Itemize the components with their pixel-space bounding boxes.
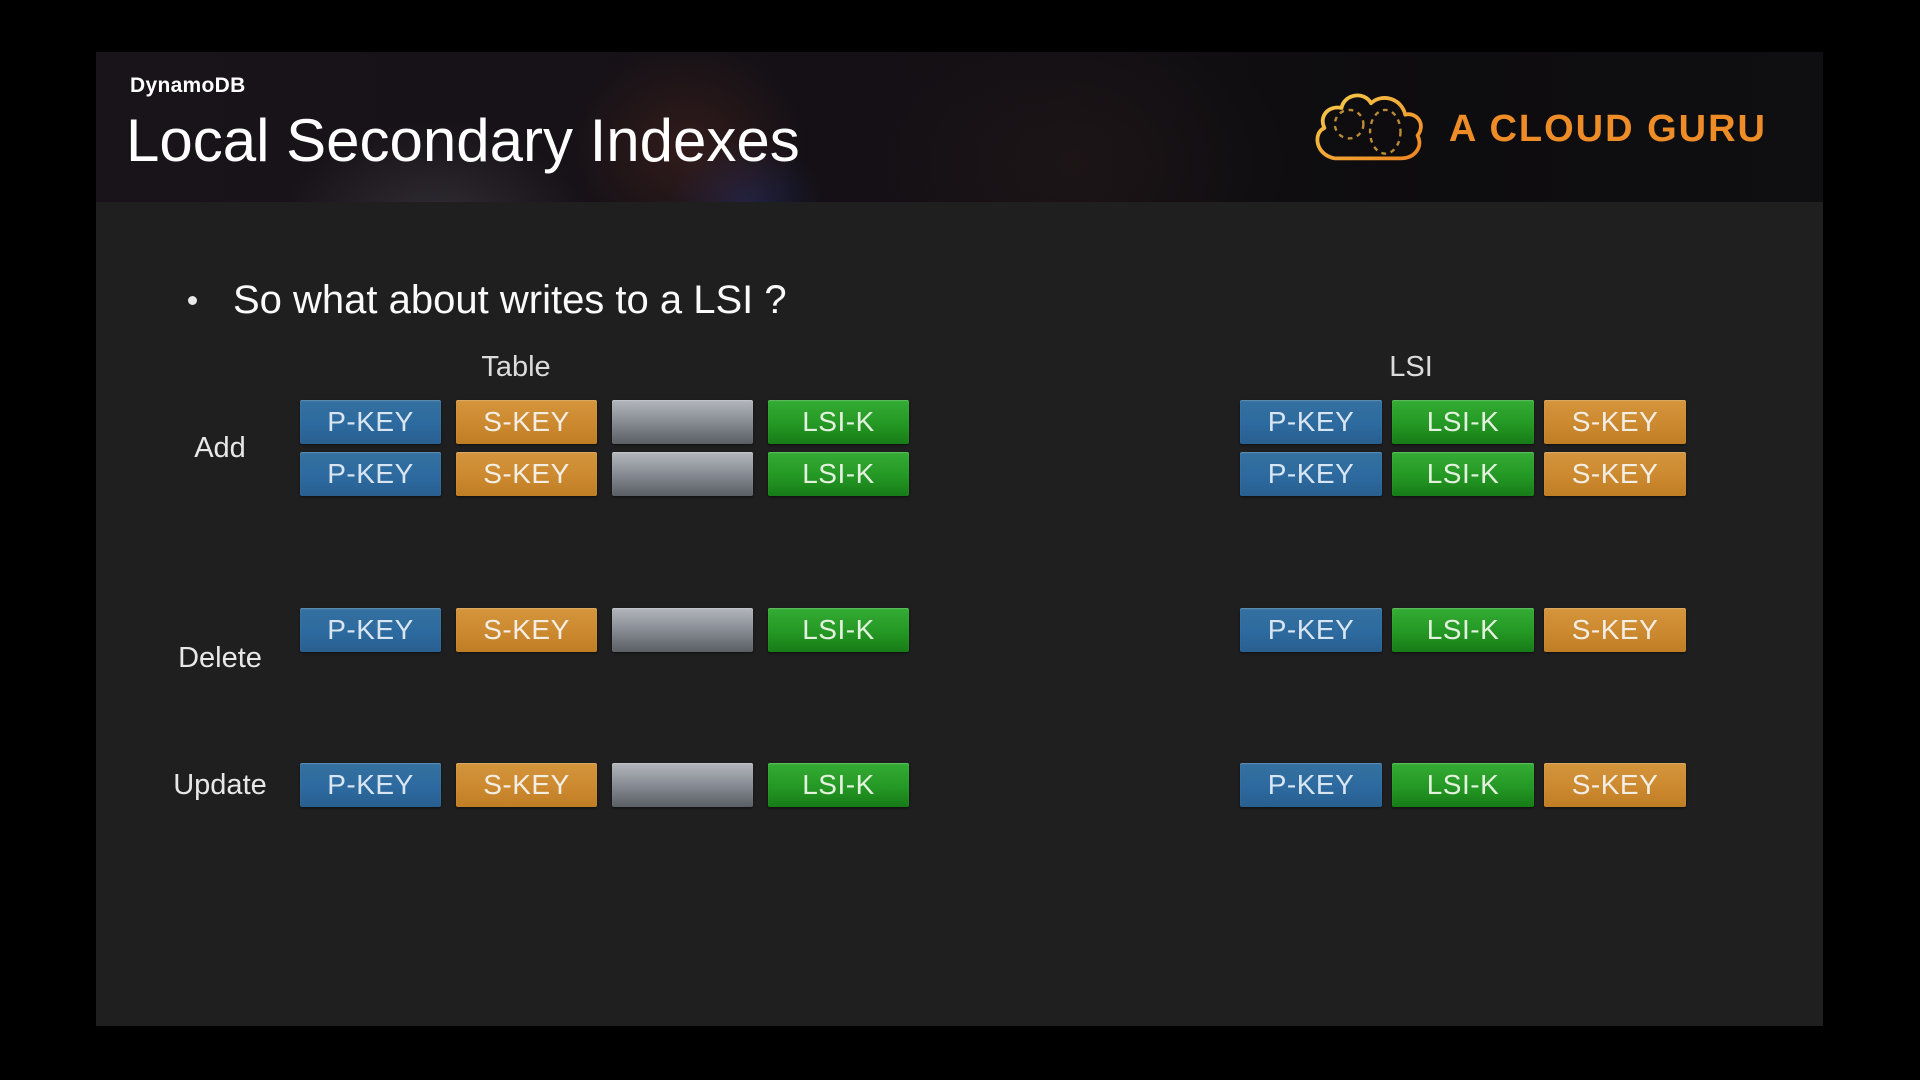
lsi-k-block: LSI-K [768,763,909,807]
attribute-row: P-KEY S-KEY LSI-K [300,608,909,652]
attribute-row: P-KEY LSI-K S-KEY [1240,763,1686,807]
p-key-block: P-KEY [300,763,441,807]
slide-title: Local Secondary Indexes [126,107,800,174]
add-lsi-blocks: P-KEY LSI-K S-KEY P-KEY LSI-K S-KEY [1240,400,1686,496]
p-key-block: P-KEY [1240,452,1382,496]
update-table-blocks: P-KEY S-KEY LSI-K [300,763,909,807]
table-group-header: Table [481,351,551,383]
s-key-block: S-KEY [456,452,597,496]
attribute-row: P-KEY S-KEY LSI-K [300,452,909,496]
add-table-blocks: P-KEY S-KEY LSI-K P-KEY S-KEY LSI-K [300,400,909,496]
cloud-icon [1309,88,1433,171]
lsi-k-block: LSI-K [1392,763,1534,807]
op-label-delete: Delete [178,642,262,674]
attribute-row: P-KEY S-KEY LSI-K [300,763,909,807]
p-key-block: P-KEY [1240,608,1382,652]
op-label-update: Update [173,769,267,801]
projected-attribute-block [612,400,753,444]
s-key-block: S-KEY [1544,452,1686,496]
lsi-group-header: LSI [1389,351,1433,383]
attribute-row: P-KEY LSI-K S-KEY [1240,452,1686,496]
lsi-k-block: LSI-K [1392,608,1534,652]
attribute-row: P-KEY LSI-K S-KEY [1240,400,1686,444]
delete-lsi-blocks: P-KEY LSI-K S-KEY [1240,608,1686,652]
acloudguru-logo: A CLOUD GURU [1309,86,1767,172]
op-label-add: Add [194,432,246,464]
course-name: DynamoDB [130,74,246,97]
attribute-row: P-KEY S-KEY LSI-K [300,400,909,444]
projected-attribute-block [612,608,753,652]
bullet-text: So what about writes to a LSI ? [233,278,787,322]
s-key-block: S-KEY [1544,608,1686,652]
p-key-block: P-KEY [1240,763,1382,807]
delete-table-blocks: P-KEY S-KEY LSI-K [300,608,909,652]
lsi-k-block: LSI-K [1392,400,1534,444]
p-key-block: P-KEY [1240,400,1382,444]
p-key-block: P-KEY [300,452,441,496]
s-key-block: S-KEY [456,400,597,444]
lsi-k-block: LSI-K [768,608,909,652]
projected-attribute-block [612,452,753,496]
s-key-block: S-KEY [456,763,597,807]
lsi-k-block: LSI-K [1392,452,1534,496]
brand-wordmark: A CLOUD GURU [1448,107,1767,150]
lsi-k-block: LSI-K [768,452,909,496]
projected-attribute-block [612,763,753,807]
p-key-block: P-KEY [300,400,441,444]
s-key-block: S-KEY [456,608,597,652]
s-key-block: S-KEY [1544,763,1686,807]
slide-header: DynamoDB Local Secondary Indexes [96,52,1823,202]
slide: DynamoDB Local Secondary Indexes [96,52,1823,1026]
bullet-icon [188,296,197,305]
p-key-block: P-KEY [300,608,441,652]
s-key-block: S-KEY [1544,400,1686,444]
attribute-row: P-KEY LSI-K S-KEY [1240,608,1686,652]
lsi-k-block: LSI-K [768,400,909,444]
update-lsi-blocks: P-KEY LSI-K S-KEY [1240,763,1686,807]
